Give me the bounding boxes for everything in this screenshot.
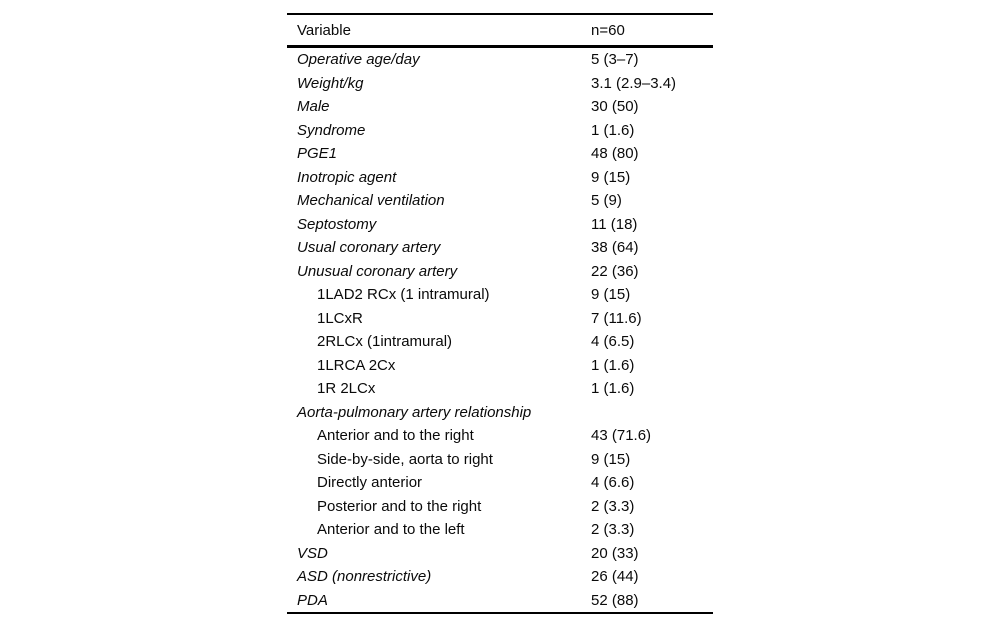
row-label: Directly anterior xyxy=(317,474,423,492)
table-row: PDA 52 (88) xyxy=(287,589,713,613)
row-value: 9 (15) xyxy=(591,286,631,304)
row-label: Anterior and to the left xyxy=(317,521,465,539)
row-value: 9 (15) xyxy=(591,168,631,186)
table-row: 1LRCA 2Cx 1 (1.6) xyxy=(287,354,713,378)
table-row: Unusual coronary artery 22 (36) xyxy=(287,260,713,284)
row-value: 4 (6.6) xyxy=(591,474,635,492)
row-value: 30 (50) xyxy=(591,98,639,116)
row-value: 1 (1.6) xyxy=(591,356,635,374)
row-label: ASD (nonrestrictive) xyxy=(297,568,432,586)
row-value: 43 (71.6) xyxy=(591,427,652,445)
row-label: Syndrome xyxy=(297,121,366,139)
table-row: Anterior and to the left 2 (3.3) xyxy=(287,518,713,542)
table-row: Male 30 (50) xyxy=(287,95,713,119)
row-value: 48 (80) xyxy=(591,145,639,163)
table-row: Anterior and to the right 43 (71.6) xyxy=(287,424,713,448)
row-label: Septostomy xyxy=(297,215,377,233)
table-row: Aorta-pulmonary artery relationship xyxy=(287,401,713,425)
table-header-rule xyxy=(287,45,713,48)
row-value: 3.1 (2.9–3.4) xyxy=(591,74,677,92)
patient-characteristics-table: Variable n=60 Operative age/day 5 (3–7) We… xyxy=(287,13,713,614)
table-row: Posterior and to the right 2 (3.3) xyxy=(287,495,713,519)
row-label: 2RLCx (1intramural) xyxy=(317,333,453,351)
table-row: Mechanical ventilation 5 (9) xyxy=(287,189,713,213)
row-label: 1LCxR xyxy=(317,309,363,327)
row-value: 20 (33) xyxy=(591,544,639,562)
row-label: Posterior and to the right xyxy=(317,497,482,515)
table-header-row: Variable n=60 xyxy=(287,15,713,45)
table-row: 2RLCx (1intramural) 4 (6.5) xyxy=(287,330,713,354)
row-label: Operative age/day xyxy=(297,51,420,69)
row-value: 22 (36) xyxy=(591,262,639,280)
table-row: ASD (nonrestrictive) 26 (44) xyxy=(287,565,713,589)
row-value: 11 (18) xyxy=(591,215,638,233)
column-header-variable: Variable xyxy=(297,21,351,39)
row-value: 5 (3–7) xyxy=(591,51,639,69)
row-label: Anterior and to the right xyxy=(317,427,474,445)
row-value: 2 (3.3) xyxy=(591,497,635,515)
row-value: 38 (64) xyxy=(591,239,639,257)
row-label: Mechanical ventilation xyxy=(297,192,445,210)
table-row: Directly anterior 4 (6.6) xyxy=(287,471,713,495)
row-label: Usual coronary artery xyxy=(297,239,441,257)
row-label: 1LRCA 2Cx xyxy=(317,356,396,374)
row-label: PGE1 xyxy=(297,145,338,163)
table-row: 1LAD2 RCx (1 intramural) 9 (15) xyxy=(287,283,713,307)
row-label: 1LAD2 RCx (1 intramural) xyxy=(317,286,490,304)
row-label: Weight/kg xyxy=(297,74,364,92)
row-value: 52 (88) xyxy=(591,591,639,609)
table-row: Syndrome 1 (1.6) xyxy=(287,119,713,143)
table-row: VSD 20 (33) xyxy=(287,542,713,566)
row-label: Male xyxy=(297,98,330,116)
row-label: Inotropic agent xyxy=(297,168,397,186)
row-value: 2 (3.3) xyxy=(591,521,635,539)
row-label: Side-by-side, aorta to right xyxy=(317,450,493,468)
row-label: Unusual coronary artery xyxy=(297,262,458,280)
table-bottom-rule xyxy=(287,612,713,614)
table-row: Side-by-side, aorta to right 9 (15) xyxy=(287,448,713,472)
row-value: 4 (6.5) xyxy=(591,333,635,351)
row-label: 1R 2LCx xyxy=(317,380,376,398)
table-row: 1LCxR 7 (11.6) xyxy=(287,307,713,331)
row-value: 9 (15) xyxy=(591,450,631,468)
row-value: 26 (44) xyxy=(591,568,639,586)
table-top-rule xyxy=(287,13,713,15)
row-value: 1 (1.6) xyxy=(591,380,635,398)
row-value: 5 (9) xyxy=(591,192,622,210)
table-row: Operative age/day 5 (3–7) xyxy=(287,48,713,72)
row-label: VSD xyxy=(297,544,328,562)
table-body: Operative age/day 5 (3–7) Weight/kg 3.1 (2.… xyxy=(287,48,713,612)
row-value: 7 (11.6) xyxy=(591,309,642,327)
column-header-n: n=60 xyxy=(591,21,625,39)
row-label: Aorta-pulmonary artery relationship xyxy=(297,403,532,421)
table-row: Septostomy 11 (18) xyxy=(287,213,713,237)
table-row: Weight/kg 3.1 (2.9–3.4) xyxy=(287,72,713,96)
table-row: PGE1 48 (80) xyxy=(287,142,713,166)
table-row: Usual coronary artery 38 (64) xyxy=(287,236,713,260)
table-row: 1R 2LCx 1 (1.6) xyxy=(287,377,713,401)
row-value: 1 (1.6) xyxy=(591,121,635,139)
table-row: Inotropic agent 9 (15) xyxy=(287,166,713,190)
row-label: PDA xyxy=(297,591,328,609)
